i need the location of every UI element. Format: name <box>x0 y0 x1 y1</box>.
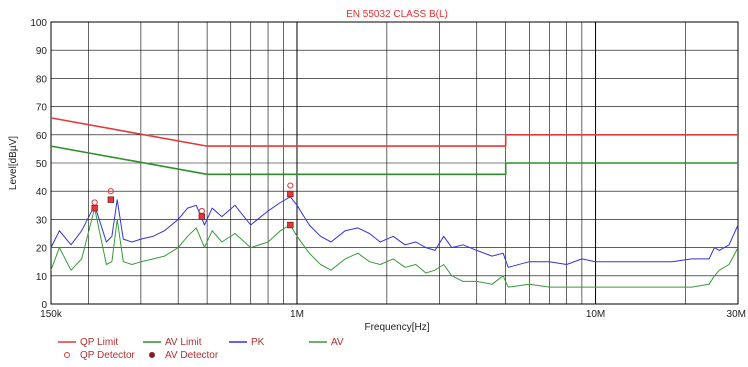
legend-label-av-limit: AV Limit <box>165 337 202 348</box>
qp-detector-marker <box>107 188 114 195</box>
x-tick-label: 150k <box>40 309 63 320</box>
av-detector-marker <box>198 213 206 220</box>
legend: QP Limit AV Limit PK AV QP Detector AV Detect… <box>58 337 344 361</box>
legend-label-qp-limit: QP Limit <box>80 337 118 348</box>
y-tick-label: 10 <box>36 272 48 283</box>
series-layer <box>50 117 739 288</box>
y-tick-label: 20 <box>36 244 48 255</box>
legend-swatch-qp-detector <box>64 352 70 358</box>
x-tick-label: 1M <box>290 309 304 320</box>
av-detector-marker <box>107 196 115 203</box>
x-tick-labels: 150k 1M 10M 30M <box>40 309 746 320</box>
legend-swatch-av-detector <box>149 352 155 358</box>
y-tick-labels: 0 10 20 30 40 50 60 70 80 90 100 <box>30 18 47 311</box>
av-line <box>50 207 739 288</box>
y-tick-label: 100 <box>30 18 47 29</box>
y-tick-label: 40 <box>36 187 48 198</box>
y-tick-label: 60 <box>36 131 48 142</box>
legend-label-av-detector: AV Detector <box>165 350 219 361</box>
y-tick-label: 0 <box>41 300 47 311</box>
grid <box>51 22 738 304</box>
qp-limit-line <box>50 117 738 147</box>
chart-title: EN 55032 CLASS B(L) <box>346 9 448 20</box>
av-detector-marker <box>287 190 294 198</box>
x-axis-label: Frequency[Hz] <box>364 322 429 333</box>
av-detector-marker <box>91 204 98 212</box>
legend-label-pk: PK <box>251 337 265 348</box>
av-detector-marker <box>287 221 294 229</box>
pk-line <box>50 196 739 268</box>
legend-label-qp-detector: QP Detector <box>80 350 136 361</box>
x-tick-label: 30M <box>727 309 746 320</box>
y-tick-label: 30 <box>36 215 48 226</box>
y-tick-label: 50 <box>36 159 48 170</box>
qp-detector-marker <box>287 182 294 189</box>
y-tick-label: 70 <box>36 103 48 114</box>
y-tick-label: 80 <box>36 74 48 85</box>
y-tick-label: 90 <box>36 46 48 57</box>
legend-label-av: AV <box>331 337 344 348</box>
x-tick-label: 10M <box>586 309 605 320</box>
y-axis-label: Level[dBµV] <box>8 136 19 190</box>
av-limit-line <box>50 145 738 176</box>
